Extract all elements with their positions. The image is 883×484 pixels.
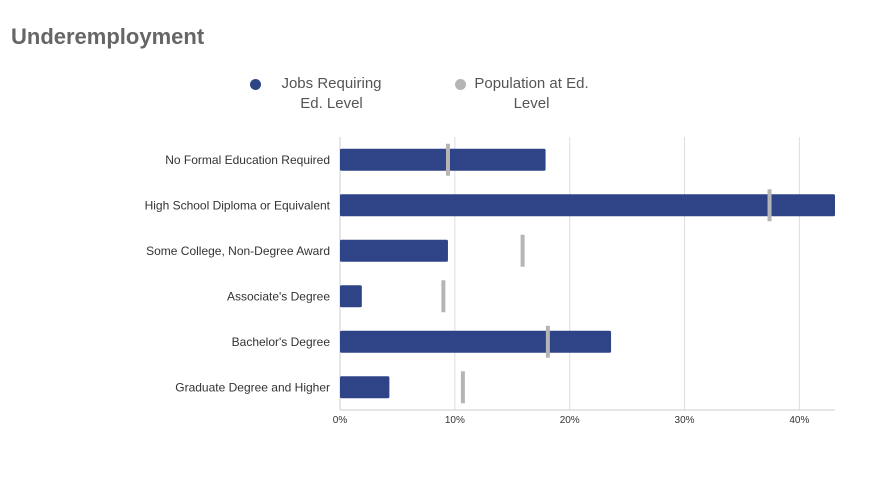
bar-jobs[interactable] bbox=[340, 285, 362, 308]
legend: Jobs Requiring Ed. Level Population at E… bbox=[0, 74, 883, 124]
x-tick-label: 0% bbox=[333, 415, 348, 426]
bar-jobs[interactable] bbox=[340, 239, 448, 262]
bar-jobs[interactable] bbox=[340, 148, 546, 171]
legend-marker-population bbox=[455, 79, 466, 90]
x-tick-label: 20% bbox=[560, 415, 580, 426]
bar-jobs[interactable] bbox=[340, 376, 390, 399]
legend-item-jobs[interactable]: Jobs Requiring Ed. Level bbox=[250, 74, 394, 114]
category-label: High School Diploma or Equivalent bbox=[145, 198, 331, 212]
category-label: Bachelor's Degree bbox=[232, 335, 331, 349]
bar-jobs[interactable] bbox=[340, 330, 612, 353]
marker-population[interactable] bbox=[445, 143, 450, 176]
category-label: Some College, Non-Degree Award bbox=[146, 244, 330, 258]
category-label: Graduate Degree and Higher bbox=[175, 380, 330, 394]
chart-title: Underemployment bbox=[11, 24, 205, 49]
marker-population[interactable] bbox=[767, 189, 772, 222]
legend-label-jobs: Jobs Requiring Ed. Level bbox=[281, 75, 382, 112]
category-label: No Formal Education Required bbox=[165, 153, 330, 167]
x-tick-label: 30% bbox=[675, 415, 695, 426]
x-tick-label: 10% bbox=[445, 415, 465, 426]
x-tick-label: 40% bbox=[789, 415, 809, 426]
legend-label-population: Population at Ed. Level bbox=[474, 75, 589, 112]
legend-item-population[interactable]: Population at Ed. Level bbox=[455, 74, 589, 114]
legend-marker-jobs bbox=[250, 79, 261, 90]
marker-population[interactable] bbox=[545, 325, 550, 358]
marker-population[interactable] bbox=[520, 234, 525, 267]
bar-jobs[interactable] bbox=[340, 194, 835, 217]
marker-population[interactable] bbox=[460, 371, 465, 404]
marker-population[interactable] bbox=[441, 280, 446, 313]
category-label: Associate's Degree bbox=[227, 289, 330, 303]
